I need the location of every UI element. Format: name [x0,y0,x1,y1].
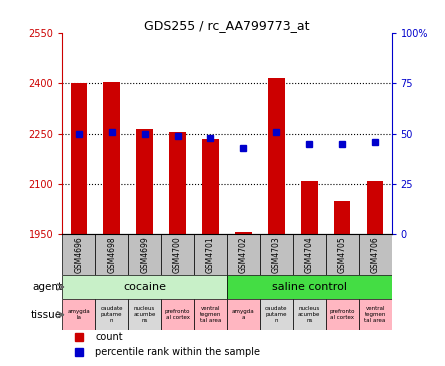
Text: GSM4701: GSM4701 [206,236,215,273]
Text: GSM4702: GSM4702 [239,236,248,273]
Bar [95,299,128,330]
Bar [161,234,194,275]
Bar [202,139,219,234]
Text: GSM4699: GSM4699 [140,236,149,273]
Text: GSM4698: GSM4698 [107,236,116,273]
Text: ventral
tegmen
tal area: ventral tegmen tal area [200,306,221,323]
Text: tissue: tissue [31,310,62,320]
Text: saline control: saline control [272,282,347,292]
Bar [293,234,326,275]
Bar [359,299,392,330]
Bar [62,234,95,275]
Bar [194,299,227,330]
Title: GDS255 / rc_AA799773_at: GDS255 / rc_AA799773_at [144,19,310,32]
Bar [62,299,95,330]
Bar [367,180,383,234]
Bar [260,299,293,330]
Bar [293,299,326,330]
Bar [95,234,128,275]
Bar [301,180,318,234]
Bar [260,234,293,275]
Bar [359,234,392,275]
Text: nucleus
acumbe
ns: nucleus acumbe ns [134,306,156,323]
Text: GSM4696: GSM4696 [74,236,83,273]
Bar [334,201,351,234]
Text: prefronto
al cortex: prefronto al cortex [165,309,190,320]
Bar [326,234,359,275]
Text: GSM4704: GSM4704 [305,236,314,273]
Bar [128,234,161,275]
Text: caudate
putame
n: caudate putame n [101,306,123,323]
Text: count: count [95,332,123,343]
Text: ventral
tegmen
tal area: ventral tegmen tal area [364,306,386,323]
Bar [227,234,260,275]
Bar [268,78,285,234]
Bar [194,234,227,275]
Bar [326,299,359,330]
Text: GSM4705: GSM4705 [338,236,347,273]
Text: GSM4703: GSM4703 [272,236,281,273]
Bar [62,275,227,299]
Bar [169,132,186,234]
Text: percentile rank within the sample: percentile rank within the sample [95,347,260,356]
Text: GSM4700: GSM4700 [173,236,182,273]
Text: prefronto
al cortex: prefronto al cortex [329,309,355,320]
Bar [161,299,194,330]
Text: GSM4706: GSM4706 [371,236,380,273]
Text: nucleus
acumbe
ns: nucleus acumbe ns [298,306,320,323]
Bar [227,299,260,330]
Bar [136,128,153,234]
Text: cocaine: cocaine [123,282,166,292]
Text: caudate
putame
n: caudate putame n [265,306,287,323]
Bar [128,299,161,330]
Text: amygda
la: amygda la [67,309,90,320]
Bar [227,275,392,299]
Bar [70,83,87,234]
Bar [235,232,252,234]
Text: agent: agent [32,282,62,292]
Text: amygda
a: amygda a [232,309,255,320]
Bar [104,82,120,234]
